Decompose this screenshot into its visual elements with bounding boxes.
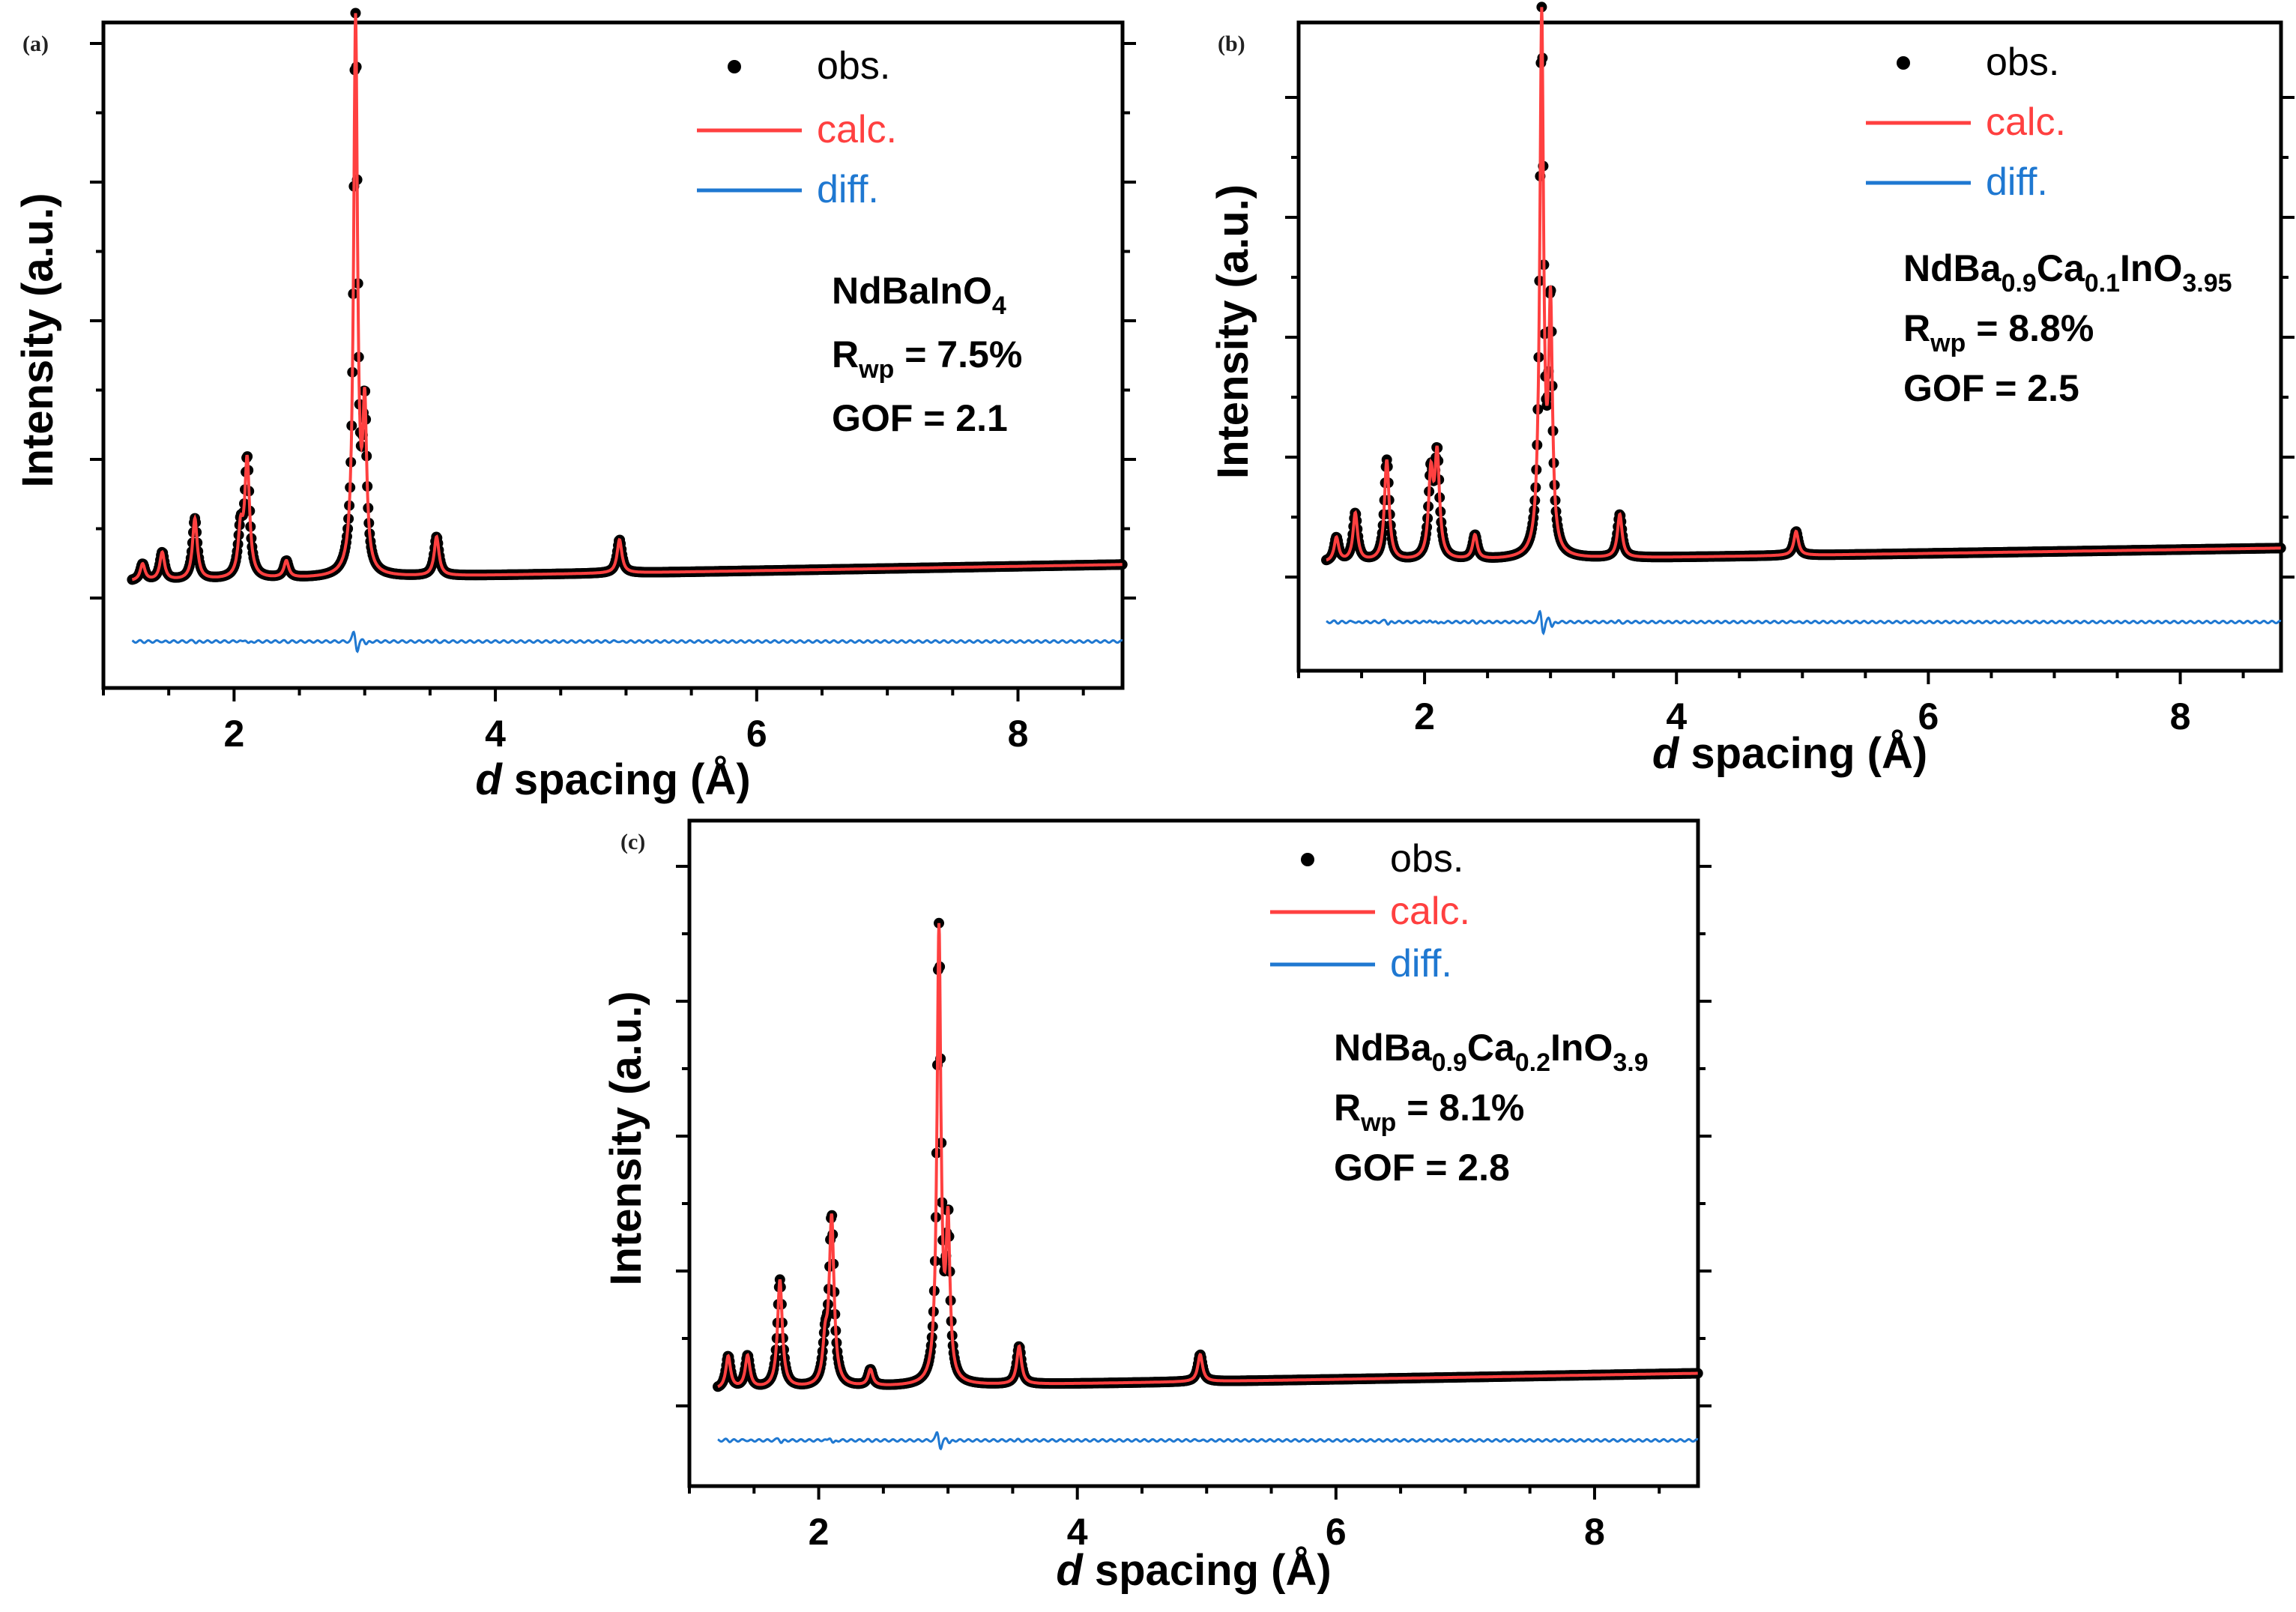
series-diff xyxy=(131,630,1123,653)
formula-text: NdBa xyxy=(1334,1027,1433,1069)
series-diff xyxy=(717,1431,1699,1451)
series-obs xyxy=(1321,1,2286,566)
formula-text: Ca xyxy=(1467,1027,1516,1069)
formula-sub: 0.1 xyxy=(2085,269,2120,298)
chart-panel-c: (c) 2 4 6 8 d spacing (Å) Intensity (a.u.) obs.… xyxy=(602,818,1712,1595)
panel-label: (b) xyxy=(1218,31,1245,56)
formula-sub: 4 xyxy=(992,292,1006,320)
axes-frame xyxy=(687,818,1700,1488)
rwp-value: = 7.5% xyxy=(894,333,1022,375)
x-tick-label: 4 xyxy=(1067,1511,1088,1553)
legend-label: calc. xyxy=(1986,100,2066,144)
x-axis-label-rest: spacing (Å) xyxy=(1679,729,1927,778)
panel-label: (a) xyxy=(22,31,49,56)
rwp-r: R xyxy=(1334,1087,1361,1129)
chart-panel-b: (b) 2 4 6 8 d spacing (Å) Intensity (a.u.) obs.… xyxy=(1209,1,2295,778)
chart-panel-a: (a) 2 4 6 8 d spacing (Å) Intensity (a.u.) obs.… xyxy=(13,7,1136,804)
series-calc xyxy=(1326,7,2281,562)
series-calc xyxy=(717,923,1698,1389)
gof: GOF = 2.5 xyxy=(1903,367,2079,409)
legend: obs. calc. diff. xyxy=(697,44,897,211)
x-axis-label-italic: d xyxy=(1056,1546,1084,1595)
legend-label: obs. xyxy=(817,44,890,88)
series-obs xyxy=(713,917,1703,1392)
legend-label: calc. xyxy=(1390,890,1470,933)
x-tick-label: 4 xyxy=(1666,695,1687,737)
formula-text: NdBaInO xyxy=(832,270,992,312)
rwp: Rwp = 8.8% xyxy=(1903,307,2094,357)
panel-label: (c) xyxy=(620,830,645,854)
x-tick-label: 2 xyxy=(1414,695,1435,737)
formula-sub: 0.9 xyxy=(2002,269,2037,298)
legend-label: diff. xyxy=(1986,160,2048,204)
formula-sub: 0.2 xyxy=(1515,1048,1550,1077)
legend-marker-obs xyxy=(1897,56,1910,70)
x-tick-label: 6 xyxy=(746,713,767,755)
formula-text: NdBa xyxy=(1903,247,2002,289)
x-tick-label: 6 xyxy=(1326,1511,1347,1553)
formula-sub: 3.9 xyxy=(1613,1048,1648,1077)
y-axis-label: Intensity (a.u.) xyxy=(602,991,650,1285)
series-calc xyxy=(132,13,1123,582)
x-tick-label: 2 xyxy=(809,1511,830,1553)
rwp: Rwp = 7.5% xyxy=(832,333,1022,384)
gof: GOF = 2.8 xyxy=(1334,1147,1510,1189)
formula-text: InO xyxy=(2120,247,2182,289)
legend-label: obs. xyxy=(1390,837,1463,881)
formula-text: InO xyxy=(1550,1027,1613,1069)
formula-text: Ca xyxy=(2037,247,2085,289)
info-block: NdBaInO4 Rwp = 7.5% GOF = 2.1 xyxy=(832,270,1022,439)
x-axis-label-italic: d xyxy=(1652,729,1680,778)
legend: obs. calc. diff. xyxy=(1866,40,2066,204)
x-axis-label: d spacing (Å) xyxy=(1056,1546,1331,1595)
legend: obs. calc. diff. xyxy=(1270,837,1470,985)
info-block: NdBa0.9Ca0.2InO3.9 Rwp = 8.1% GOF = 2.8 xyxy=(1334,1027,1649,1189)
rwp-r: R xyxy=(1903,307,1930,349)
series-diff xyxy=(1326,609,2282,636)
y-axis-label: Intensity (a.u.) xyxy=(13,193,62,487)
formula: NdBa0.9Ca0.2InO3.9 xyxy=(1334,1027,1649,1077)
legend-label: obs. xyxy=(1986,40,2059,84)
x-tick-label: 8 xyxy=(1584,1511,1605,1553)
x-tick-label: 2 xyxy=(223,713,244,755)
legend-label: diff. xyxy=(817,168,879,211)
rwp: Rwp = 8.1% xyxy=(1334,1087,1524,1137)
rwp-sub: wp xyxy=(1930,329,1966,357)
rwp-sub: wp xyxy=(1360,1108,1396,1137)
formula-sub: 3.95 xyxy=(2182,269,2232,298)
x-axis-label: d spacing (Å) xyxy=(475,755,750,804)
rwp-r: R xyxy=(832,333,859,375)
x-tick-label: 8 xyxy=(1008,713,1029,755)
rwp-sub: wp xyxy=(858,355,894,384)
x-tick-label: 8 xyxy=(2170,695,2191,737)
y-axis-label: Intensity (a.u.) xyxy=(1209,184,1257,479)
legend-label: diff. xyxy=(1390,942,1452,985)
axes-frame xyxy=(101,20,1125,690)
rwp-value: = 8.8% xyxy=(1966,307,2094,349)
x-axis-label: d spacing (Å) xyxy=(1652,729,1927,778)
x-axis-label-rest: spacing (Å) xyxy=(1083,1546,1332,1595)
x-axis-label-rest: spacing (Å) xyxy=(502,755,751,804)
formula: NdBaInO4 xyxy=(832,270,1006,320)
info-block: NdBa0.9Ca0.1InO3.95 Rwp = 8.8% GOF = 2.5 xyxy=(1903,247,2232,409)
rwp-value: = 8.1% xyxy=(1396,1087,1524,1129)
x-tick-label: 4 xyxy=(485,713,506,755)
x-tick-label: 6 xyxy=(1918,695,1939,737)
x-axis-label-italic: d xyxy=(475,755,503,804)
legend-label: calc. xyxy=(817,108,897,151)
legend-marker-obs xyxy=(1301,853,1314,866)
formula-sub: 0.9 xyxy=(1432,1048,1467,1077)
legend-marker-obs xyxy=(728,60,741,73)
formula: NdBa0.9Ca0.1InO3.95 xyxy=(1903,247,2232,298)
gof: GOF = 2.1 xyxy=(832,397,1008,439)
axes-frame xyxy=(1296,20,2283,673)
